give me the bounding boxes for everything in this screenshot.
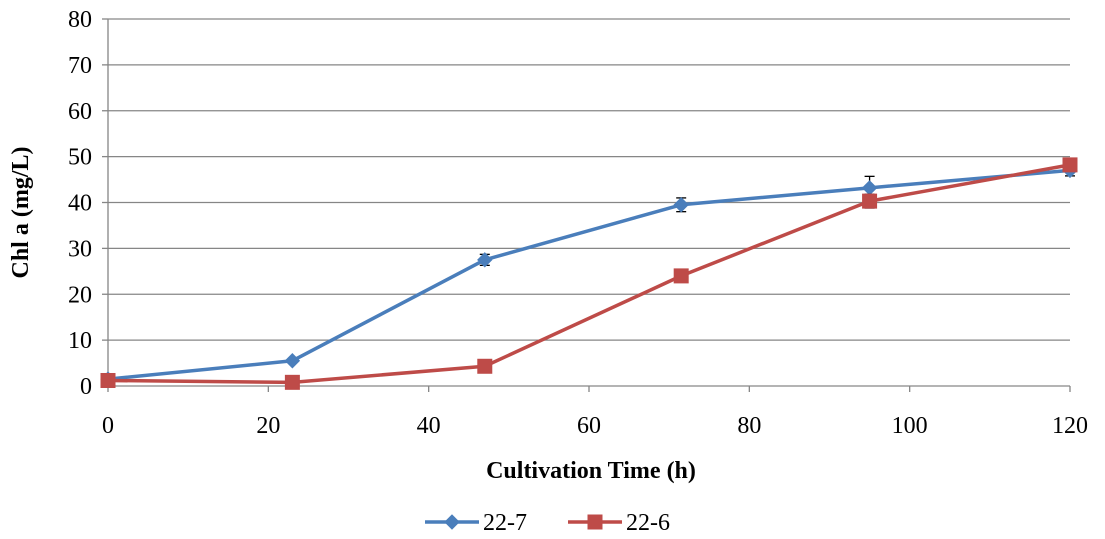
- series-22-6: [100, 157, 1078, 390]
- data-point: [284, 374, 300, 390]
- y-tick-label: 80: [68, 7, 92, 33]
- y-tick-label: 10: [68, 328, 92, 354]
- series-line: [107, 168, 1071, 381]
- y-tick-label: 30: [68, 236, 92, 262]
- legend-label: 22-7: [483, 510, 527, 536]
- x-tick-label: 60: [577, 413, 601, 439]
- legend-marker: [444, 514, 460, 530]
- y-axis-title: Chl a (mg/L): [8, 147, 34, 279]
- series-lines: [100, 157, 1078, 390]
- y-tick-label: 70: [68, 53, 92, 79]
- tick-labels: 0 10 20 30 40 50 60 70 80 0 20 40 60 80 100 120: [68, 7, 1088, 439]
- x-axis-title: Cultivation Time (h): [486, 458, 696, 484]
- data-point: [284, 353, 301, 369]
- data-point: [1062, 157, 1078, 173]
- data-point: [862, 193, 878, 209]
- y-tick-label: 20: [68, 282, 92, 308]
- x-tick-label: 100: [892, 413, 928, 439]
- series-line: [107, 163, 1071, 385]
- series-22-7: [100, 162, 1078, 387]
- gridlines: [108, 18, 1070, 341]
- legend-item-22-6: 22-6: [568, 510, 670, 536]
- y-tick-label: 40: [68, 191, 92, 217]
- x-tick-label: 40: [417, 413, 441, 439]
- data-point: [673, 268, 689, 284]
- legend: 22-7 22-6: [425, 510, 670, 536]
- y-tick-label: 50: [68, 145, 92, 171]
- legend-label: 22-6: [626, 510, 670, 536]
- x-tick-label: 80: [737, 413, 761, 439]
- data-point: [477, 252, 493, 268]
- y-tick-label: 60: [68, 99, 92, 125]
- data-point: [100, 372, 116, 388]
- x-tick-label: 0: [102, 413, 114, 439]
- x-tick-label: 20: [256, 413, 280, 439]
- legend-item-22-7: 22-7: [425, 510, 527, 536]
- data-point: [477, 358, 493, 374]
- data-point: [673, 197, 689, 213]
- data-point: [861, 180, 878, 196]
- axes: [102, 18, 1071, 392]
- legend-marker: [587, 514, 603, 530]
- x-tick-label: 120: [1052, 413, 1088, 439]
- y-tick-label: 0: [80, 374, 92, 400]
